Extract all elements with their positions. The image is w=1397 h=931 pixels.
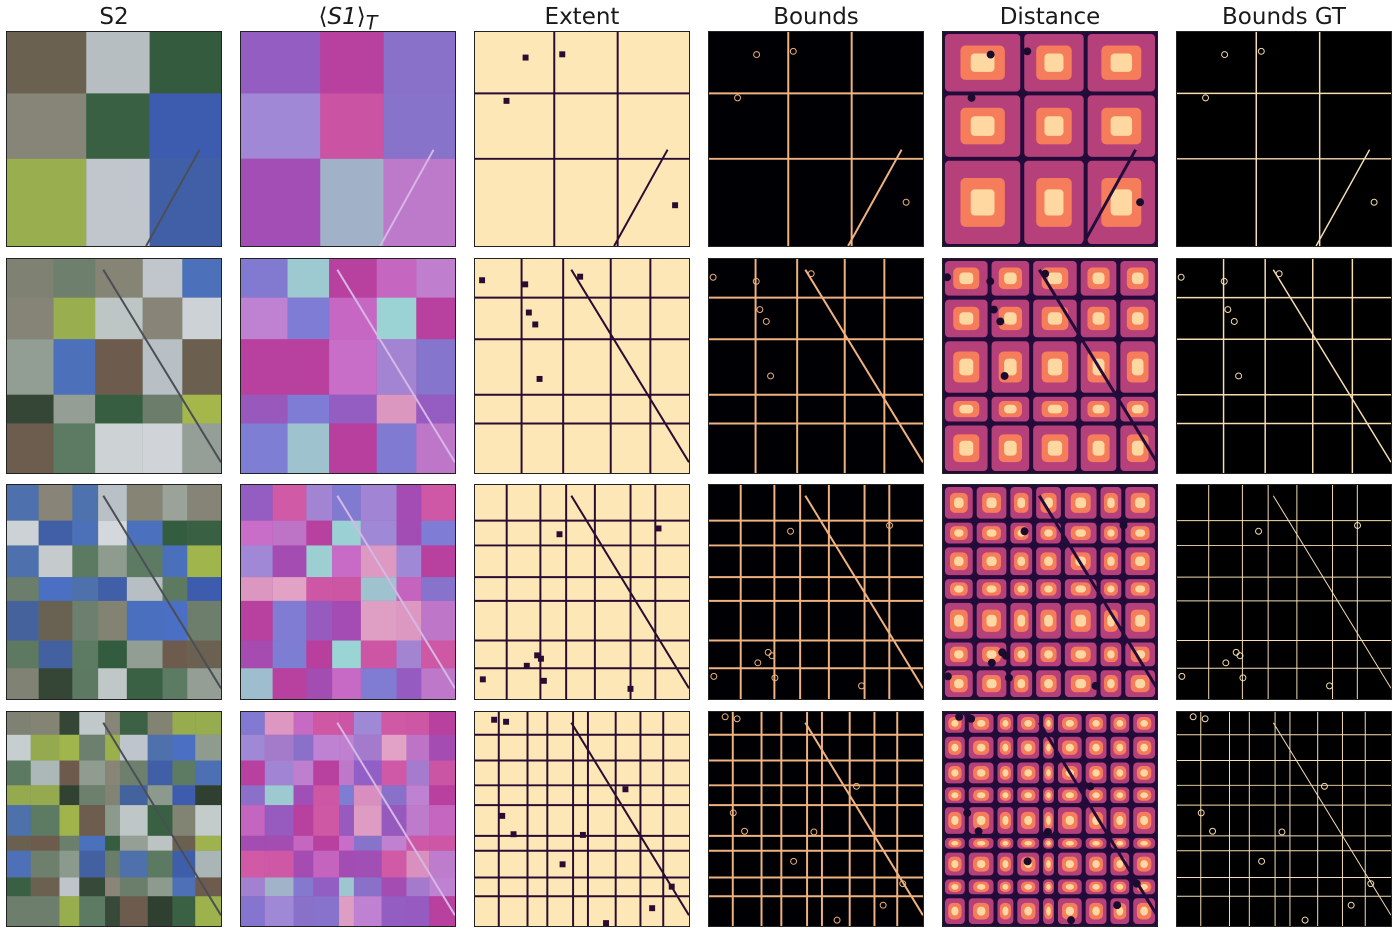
header-distance: Distance — [999, 4, 1101, 30]
panel-s2-row-4 — [6, 711, 222, 927]
panel-bounds-row-2 — [708, 258, 924, 474]
panel-s1-row-3 — [240, 484, 456, 700]
panel-bounds-row-3 — [708, 484, 924, 700]
panel-bounds_gt-row-2 — [1176, 258, 1392, 474]
panel-distance-row-1 — [942, 31, 1158, 247]
panel-s2-row-3 — [6, 484, 222, 700]
header-s1-sub: T — [365, 11, 378, 35]
panel-distance-row-4 — [942, 711, 1158, 927]
panel-extent-row-1 — [474, 31, 690, 247]
header-s2: S2 — [99, 4, 129, 30]
header-s1-left: ⟨ — [318, 4, 328, 30]
header-bounds-gt: Bounds GT — [1222, 4, 1346, 30]
panel-extent-row-4 — [474, 711, 690, 927]
panel-s1-row-1 — [240, 31, 456, 247]
panel-s2-row-1 — [6, 31, 222, 247]
header-bounds: Bounds — [773, 4, 859, 30]
panel-bounds_gt-row-3 — [1176, 484, 1392, 700]
panel-extent-row-2 — [474, 258, 690, 474]
header-s1-main: S1 — [327, 4, 357, 30]
panel-bounds-row-4 — [708, 711, 924, 927]
panel-distance-row-2 — [942, 258, 1158, 474]
panel-s1-row-4 — [240, 711, 456, 927]
panel-s2-row-2 — [6, 258, 222, 474]
panel-bounds-row-1 — [708, 31, 924, 247]
panel-bounds_gt-row-1 — [1176, 31, 1392, 247]
panel-s1-row-2 — [240, 258, 456, 474]
header-extent: Extent — [544, 4, 620, 30]
panel-distance-row-3 — [942, 484, 1158, 700]
panel-bounds_gt-row-4 — [1176, 711, 1392, 927]
panel-extent-row-3 — [474, 484, 690, 700]
header-s1: ⟨S1⟩T — [240, 3, 456, 35]
header-s1-right: ⟩ — [356, 4, 366, 30]
